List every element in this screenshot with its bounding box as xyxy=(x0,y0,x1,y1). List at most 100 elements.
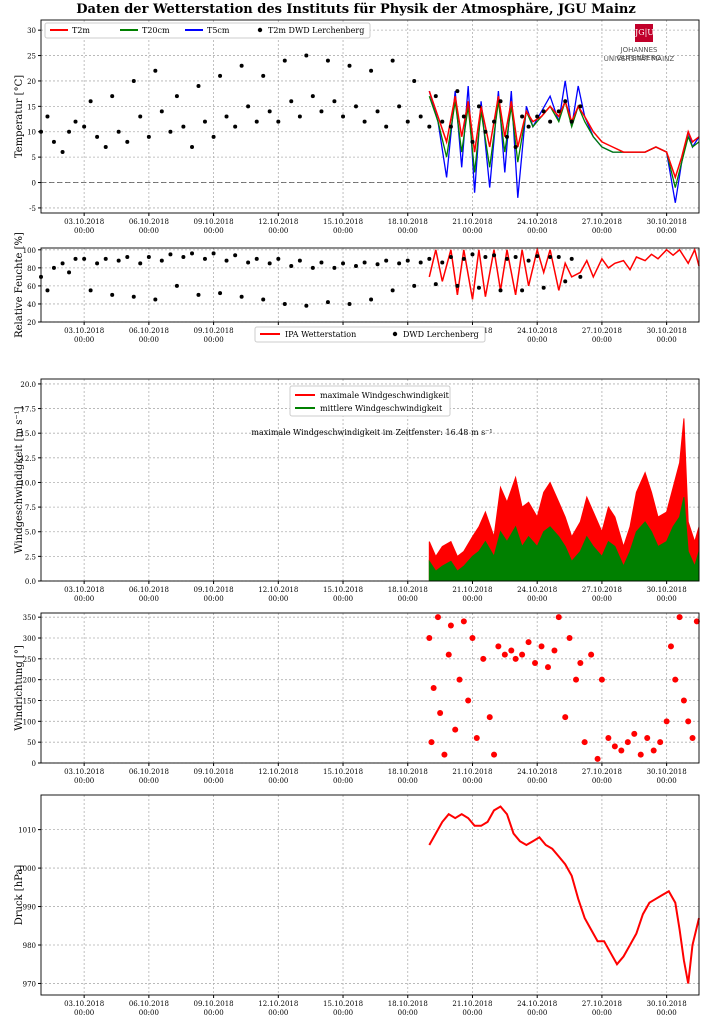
dwd-point xyxy=(578,274,583,279)
wind-direction-point xyxy=(456,676,463,683)
x-tick-label-time: 00:00 xyxy=(333,1009,353,1017)
x-tick-label-time: 00:00 xyxy=(74,595,94,603)
legend-box xyxy=(254,326,486,343)
dwd-point xyxy=(82,256,87,261)
x-tick-label: 06.10.2018 xyxy=(129,218,169,226)
dwd-point xyxy=(289,99,294,104)
dwd-point xyxy=(375,262,380,267)
x-tick-label-time: 00:00 xyxy=(657,227,677,235)
dwd-point xyxy=(362,119,367,124)
x-tick-label-time: 00:00 xyxy=(333,595,353,603)
dwd-point xyxy=(325,300,330,305)
y-tick-label: 970 xyxy=(23,980,36,988)
dwd-point xyxy=(146,134,151,139)
legend-box xyxy=(289,385,451,417)
x-tick-label-time: 00:00 xyxy=(527,595,547,603)
dwd-point xyxy=(470,139,475,144)
y-axis-label: Temperatur [°C] xyxy=(14,75,25,158)
dwd-point xyxy=(440,260,445,265)
y-tick-label: 0 xyxy=(32,180,36,188)
x-tick-label-time: 00:00 xyxy=(203,336,223,344)
y-tick-label: 15 xyxy=(27,103,36,111)
dwd-point xyxy=(168,129,173,134)
x-tick-label: 27.10.2018 xyxy=(582,586,622,594)
dwd-point xyxy=(67,270,72,275)
dwd-point xyxy=(116,258,121,263)
legend-label: T2m DWD Lerchenberg xyxy=(268,26,364,35)
x-tick-label: 27.10.2018 xyxy=(582,327,622,335)
x-tick-label-time: 00:00 xyxy=(268,227,288,235)
dwd-point xyxy=(45,114,50,119)
dwd-point xyxy=(353,264,358,269)
dwd-point xyxy=(138,114,143,119)
dwd-point xyxy=(433,94,438,99)
wind-direction-point xyxy=(437,710,444,716)
x-tick-label: 30.10.2018 xyxy=(647,768,687,776)
x-tick-label: 06.10.2018 xyxy=(129,586,169,594)
dwd-point xyxy=(67,129,72,134)
dwd-point xyxy=(297,258,302,263)
y-tick-label: 300 xyxy=(23,635,36,643)
y-tick-label: 80 xyxy=(27,265,36,273)
x-tick-label-time: 00:00 xyxy=(527,777,547,785)
dwd-point xyxy=(418,114,423,119)
x-tick-label: 27.10.2018 xyxy=(582,768,622,776)
dwd-point xyxy=(504,134,509,139)
x-tick-label: 21.10.2018 xyxy=(452,218,492,226)
x-tick-label-time: 00:00 xyxy=(592,336,612,344)
wind-direction-point xyxy=(676,614,683,621)
x-tick-label-time: 00:00 xyxy=(657,777,677,785)
dwd-point xyxy=(82,124,87,129)
wind-direction-point xyxy=(672,676,679,683)
dwd-point xyxy=(341,261,346,266)
x-tick-label-time: 00:00 xyxy=(398,777,418,785)
x-tick-label: 27.10.2018 xyxy=(582,218,622,226)
y-tick-label: 100 xyxy=(23,718,36,726)
x-tick-label-time: 00:00 xyxy=(139,336,159,344)
x-tick-label: 18.10.2018 xyxy=(388,586,428,594)
dwd-point xyxy=(362,260,367,265)
wind-direction-point xyxy=(551,647,558,654)
wind-direction-point xyxy=(581,739,588,746)
wind-direction-point xyxy=(441,751,448,758)
wind-direction-point xyxy=(434,614,441,621)
wind-direction-point xyxy=(573,676,580,683)
dwd-point xyxy=(492,119,497,124)
x-tick-label-time: 00:00 xyxy=(203,595,223,603)
plot-frame xyxy=(40,247,700,323)
y-tick-label: 0.0 xyxy=(25,578,36,586)
x-tick-label-time: 00:00 xyxy=(139,227,159,235)
x-tick-label-time: 00:00 xyxy=(203,1009,223,1017)
legend-label: DWD Lerchenberg xyxy=(403,330,479,339)
x-tick-label: 12.10.2018 xyxy=(258,768,298,776)
jgu-logo: JG|U JOHANNES GUTENBERG UNIVERSITÄT MAIN… xyxy=(602,24,676,64)
dwd-point xyxy=(427,256,432,261)
dwd-point xyxy=(261,73,266,78)
x-tick-label-time: 00:00 xyxy=(657,1009,677,1017)
legend-label: maximale Windgeschwindigkeit xyxy=(320,391,450,400)
dwd-point xyxy=(211,134,216,139)
dwd-point xyxy=(181,124,186,129)
x-tick-label-time: 00:00 xyxy=(203,777,223,785)
dwd-point xyxy=(51,139,56,144)
x-tick-label: 21.10.2018 xyxy=(452,586,492,594)
x-tick-label-time: 00:00 xyxy=(139,1009,159,1017)
dwd-point xyxy=(310,265,315,270)
dwd-point xyxy=(276,119,281,124)
wind-direction-point xyxy=(637,751,644,758)
x-tick-label: 18.10.2018 xyxy=(388,218,428,226)
dwd-point xyxy=(138,261,143,266)
dwd-point xyxy=(563,279,568,284)
dwd-point xyxy=(520,114,525,119)
dwd-point xyxy=(282,301,287,306)
wind-direction-point xyxy=(618,747,625,754)
dwd-point xyxy=(461,114,466,119)
x-tick-label: 03.10.2018 xyxy=(64,1000,104,1008)
dwd-point xyxy=(202,256,207,261)
dwd-point xyxy=(310,94,315,99)
x-tick-label-time: 00:00 xyxy=(74,1009,94,1017)
x-tick-label: 09.10.2018 xyxy=(194,768,234,776)
dwd-point xyxy=(131,78,136,83)
dwd-point xyxy=(347,63,352,68)
dwd-point xyxy=(276,256,281,261)
